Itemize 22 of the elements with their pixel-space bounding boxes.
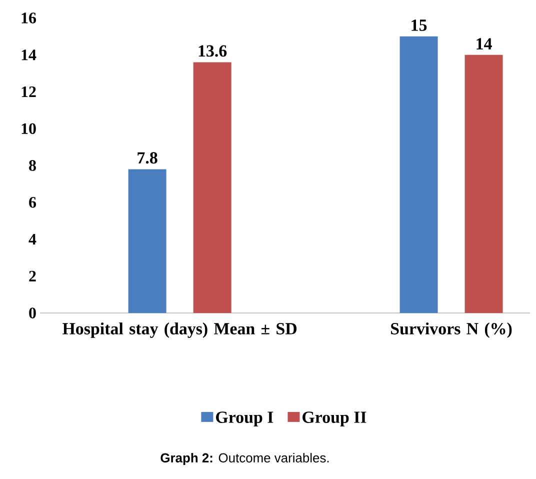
data-label: 15 <box>412 20 427 31</box>
y-tick-label: 6 <box>29 197 36 208</box>
y-tick-label: 16 <box>22 12 36 24</box>
data-label: 7.8 <box>138 152 158 164</box>
bar <box>128 169 166 313</box>
y-tick-label: 0 <box>29 308 36 318</box>
y-tick-label: 8 <box>29 160 36 171</box>
data-label: 14 <box>476 38 492 50</box>
text: Graph 2: Outcome variables. <box>160 452 329 466</box>
y-tick-label: 4 <box>28 234 36 244</box>
bar <box>464 54 503 313</box>
legend-label: Group I <box>216 412 274 426</box>
data-label: 13.6 <box>198 45 227 57</box>
x-tick-label: Survivors N (%) <box>391 322 512 338</box>
y-tick-label: 2 <box>29 270 36 282</box>
bar <box>400 36 438 313</box>
y-tick-label: 14 <box>22 50 36 60</box>
legend-label: Group II <box>302 412 366 426</box>
y-tick-label: 10 <box>22 123 36 134</box>
y-tick-label: 12 <box>22 86 36 98</box>
x-tick-label: Hospital stay (days) Mean ± SD <box>62 322 297 338</box>
bar <box>193 62 232 313</box>
